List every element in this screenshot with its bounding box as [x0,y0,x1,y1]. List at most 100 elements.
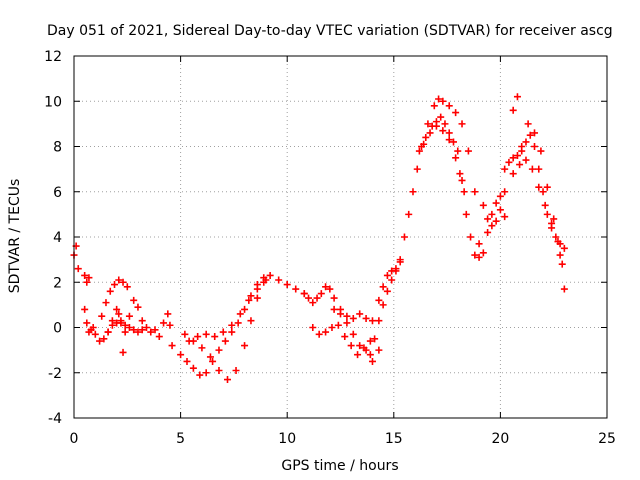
data-point [543,210,551,218]
data-point [121,328,129,336]
data-point [475,253,483,261]
data-point [422,133,430,141]
data-point [209,357,217,365]
data-point [83,319,91,327]
data-point [449,138,457,146]
data-point [241,342,249,350]
data-point [89,324,97,331]
data-point [134,328,142,336]
data-point [98,312,106,320]
data-point [322,283,330,291]
series-arc-4 [98,276,131,320]
data-point [341,333,349,341]
data-point [420,140,428,148]
series-arc-2 [81,271,93,286]
data-point [228,328,236,336]
data-point [445,136,453,144]
data-point [125,324,133,331]
series-arc-17 [420,122,468,196]
data-point [185,337,193,345]
data-point [484,228,492,236]
data-point [430,102,438,110]
data-point [305,294,313,302]
series-arc-7 [160,310,176,350]
data-point [202,330,210,338]
data-point [543,183,551,191]
data-point [215,366,223,374]
data-point [548,219,556,227]
data-point [522,156,530,164]
data-point [219,328,227,336]
data-point [134,303,142,311]
data-point [275,276,283,284]
data-point [454,147,462,155]
data-point [113,305,121,313]
data-point [501,213,509,221]
data-point [115,310,123,318]
data-point [560,285,568,293]
data-point [375,296,383,304]
data-point [111,281,119,289]
data-point [115,276,123,284]
data-point [415,147,423,155]
series-arc-3 [81,305,163,345]
x-tick-label: 20 [491,431,509,447]
data-point [526,131,534,139]
data-point [537,147,545,155]
data-point [104,328,112,336]
data-point [292,285,300,293]
data-point [266,271,274,279]
data-point [356,342,364,350]
data-point [309,324,317,331]
data-point [513,152,521,160]
data-point [81,305,89,313]
data-point [236,310,244,318]
data-point [464,147,472,155]
x-tick-label: 0 [70,431,79,447]
data-point [81,271,89,279]
data-point [160,319,168,327]
data-point [413,165,421,173]
data-point [396,256,404,264]
data-point [330,294,338,302]
data-point [522,138,530,146]
data-point [441,120,449,128]
data-point [362,346,370,354]
data-point [108,317,116,325]
x-axis-label: GPS time / hours [281,458,398,474]
data-point [524,120,532,128]
data-point [383,271,391,279]
data-point [426,129,434,137]
data-point [379,301,387,309]
data-point [388,276,396,284]
data-point [189,364,197,372]
data-point [550,215,558,223]
data-point [467,233,475,241]
data-point [168,342,176,350]
data-point [528,165,536,173]
data-point [247,317,255,325]
data-point [462,210,470,218]
data-point [471,251,479,259]
data-point [300,290,308,298]
data-point [458,120,466,128]
series-arc-15 [375,95,483,304]
data-point [558,260,566,268]
data-point [437,113,445,121]
data-point [379,283,387,291]
data-point [452,109,460,117]
series-arc-20 [501,131,568,252]
data-point [164,310,172,318]
data-point [123,283,131,291]
data-point [496,192,504,200]
data-point [501,165,509,173]
data-point [245,296,253,304]
data-point [368,357,376,365]
data-point [501,188,509,196]
data-point [91,330,99,338]
x-tick-label: 25 [598,431,616,447]
data-point [541,201,549,209]
data-point [196,371,204,379]
